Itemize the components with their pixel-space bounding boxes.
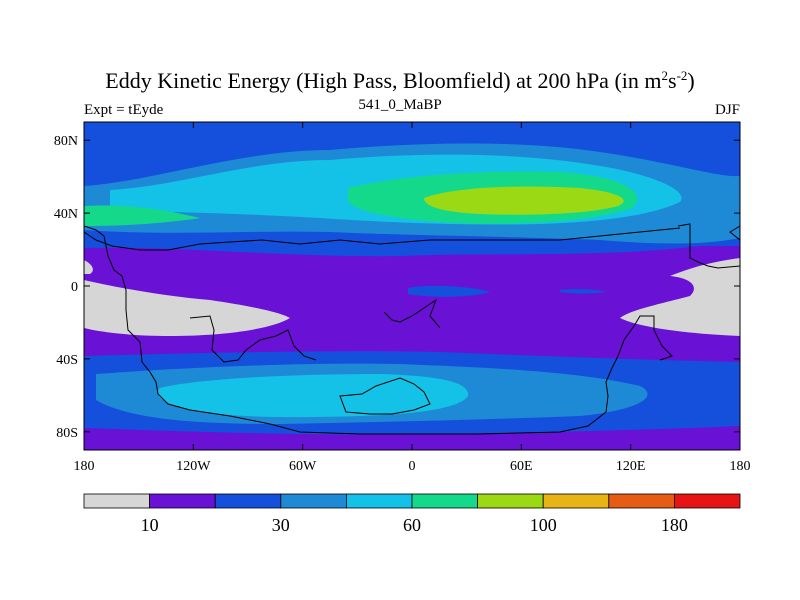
colorbar-label: 180 (661, 515, 688, 535)
colorbar-swatch (411, 493, 478, 509)
lon-tick-label: 60E (510, 459, 533, 474)
colorbar-swatch (542, 493, 610, 509)
colorbar-swatch (83, 493, 150, 509)
colorbar-swatch (345, 493, 413, 509)
lat-tick-label: 80S (56, 426, 78, 441)
lon-tick-label: 120E (616, 459, 646, 474)
colorbar: 10 30 60 100 180 (83, 493, 741, 535)
contour-blue-tropical-patch-2 (560, 289, 606, 294)
contour-grey-tropical-west (84, 260, 93, 274)
colorbar-swatch (149, 493, 216, 509)
lon-tick-label: 0 (409, 459, 416, 474)
coastline-africa (383, 298, 441, 329)
colorbar-swatch (608, 493, 675, 509)
coastline-americas (84, 225, 673, 435)
lat-tick-label: 0 (71, 280, 78, 295)
experiment-label: Expt = tEyde (84, 102, 164, 118)
contour-field (84, 122, 740, 450)
contour-purple-tropics (84, 246, 740, 362)
lon-tick-label: 180 (730, 459, 751, 474)
axis-ticks: 80N 40N 0 40S 80S 180 120W 60W 0 60E 120E 180 (54, 122, 751, 474)
coastline-southeast (729, 225, 740, 241)
colorbar-label: 60 (403, 515, 421, 535)
lon-tick-label: 180 (74, 459, 95, 474)
lat-tick-label: 40N (54, 207, 78, 222)
contour-green-north (84, 205, 200, 226)
plot-title: Eddy Kinetic Energy (High Pass, Bloomfie… (105, 68, 695, 93)
season-label: DJF (714, 102, 740, 118)
colorbar-label: 100 (530, 515, 557, 535)
colorbar-swatch (214, 493, 282, 509)
colorbar-label: 30 (272, 515, 290, 535)
run-label: 541_0_MaBP (358, 97, 442, 113)
coastline-antarctic-patch (339, 377, 431, 415)
contour-blue-tropical-patch (408, 285, 490, 297)
coastline-east (677, 223, 740, 269)
colorbar-swatch (477, 493, 544, 509)
lat-tick-label: 80N (54, 134, 78, 149)
lon-tick-label: 60W (289, 459, 317, 474)
coastline-north-america (84, 227, 681, 251)
contour-grey-pacific (84, 280, 290, 336)
coastline (84, 223, 740, 435)
colorbar-swatch (280, 493, 347, 509)
lon-tick-label: 120W (176, 459, 211, 474)
colorbar-label: 10 (141, 515, 159, 535)
colorbar-swatch (674, 493, 741, 509)
lat-tick-label: 40S (56, 353, 78, 368)
coastline-south-america (189, 315, 317, 363)
contour-purple-antarctic (84, 426, 740, 450)
contour-cyan-south (157, 374, 469, 418)
contour-yellowgreen-jet (424, 186, 624, 215)
